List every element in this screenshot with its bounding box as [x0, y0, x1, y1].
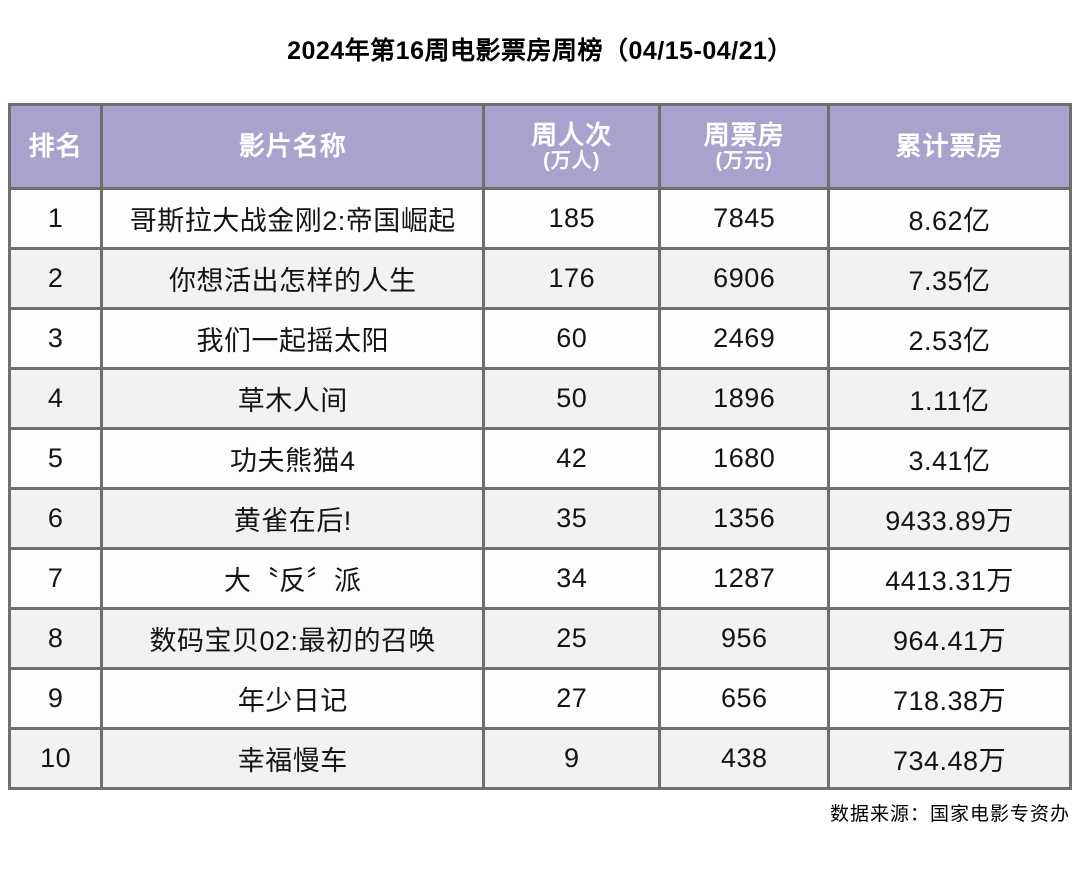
total-gross-cell: 3.41亿 [827, 427, 1072, 490]
table-row: 10 幸福慢车 9 438 734.48万 [7, 727, 1072, 790]
weekly-admissions-cell: 27 [482, 667, 662, 730]
rank-cell: 7 [7, 547, 104, 610]
weekly-gross-cell: 1356 [658, 487, 831, 550]
column-header-total-gross: 累计票房 [827, 103, 1072, 190]
weekly-gross-cell: 1680 [658, 427, 831, 490]
page-title: 2024年第16周电影票房周榜（04/15-04/21） [287, 37, 793, 65]
table-header: 排名 影片名称 周人次 (万人) 周票房 (万元) 累计票房 [7, 103, 1072, 190]
weekly-gross-cell: 7845 [658, 187, 831, 250]
weekly-gross-cell: 656 [658, 667, 831, 730]
box-office-table: 排名 影片名称 周人次 (万人) 周票房 (万元) 累计票房 [7, 103, 1072, 790]
weekly-gross-cell: 6906 [658, 247, 831, 310]
weekly-gross-cell: 1896 [658, 367, 831, 430]
rank-cell: 4 [7, 367, 104, 430]
rank-cell: 10 [7, 727, 104, 790]
weekly-admissions-cell: 176 [482, 247, 662, 310]
weekly-gross-cell: 438 [658, 727, 831, 790]
table-row: 6 黄雀在后! 35 1356 9433.89万 [7, 487, 1072, 550]
rank-cell: 5 [7, 427, 104, 490]
total-gross-cell: 7.35亿 [827, 247, 1072, 310]
weekly-admissions-cell: 50 [482, 367, 662, 430]
rank-cell: 3 [7, 307, 104, 370]
total-gross-cell: 1.11亿 [827, 367, 1072, 430]
movie-title-cell: 功夫熊猫4 [100, 427, 486, 490]
total-gross-cell: 964.41万 [827, 607, 1072, 670]
total-gross-cell: 2.53亿 [827, 307, 1072, 370]
movie-title-cell: 年少日记 [100, 667, 486, 730]
column-header-movie-title: 影片名称 [100, 103, 486, 190]
total-gross-cell: 4413.31万 [827, 547, 1072, 610]
column-label: 排名 [28, 130, 83, 161]
rank-cell: 6 [7, 487, 104, 550]
weekly-admissions-cell: 34 [482, 547, 662, 610]
movie-title-cell: 大〝反〞派 [100, 547, 486, 610]
table-row: 7 大〝反〞派 34 1287 4413.31万 [7, 547, 1072, 610]
weekly-admissions-cell: 60 [482, 307, 662, 370]
table-row: 3 我们一起摇太阳 60 2469 2.53亿 [7, 307, 1072, 370]
table-body: 1 哥斯拉大战金刚2:帝国崛起 185 7845 8.62亿 2 你想活出怎样的… [7, 187, 1072, 790]
weekly-gross-cell: 956 [658, 607, 831, 670]
table-row: 4 草木人间 50 1896 1.11亿 [7, 367, 1072, 430]
weekly-gross-cell: 2469 [658, 307, 831, 370]
rank-cell: 9 [7, 667, 104, 730]
weekly-admissions-cell: 9 [482, 727, 662, 790]
column-unit: (万人) [543, 150, 601, 173]
table-row: 9 年少日记 27 656 718.38万 [7, 667, 1072, 730]
data-source-note: 数据来源：国家电影专资办 [829, 804, 1070, 825]
total-gross-cell: 8.62亿 [827, 187, 1072, 250]
table-row: 5 功夫熊猫4 42 1680 3.41亿 [7, 427, 1072, 490]
table-header-row: 排名 影片名称 周人次 (万人) 周票房 (万元) 累计票房 [7, 103, 1072, 190]
table-row: 2 你想活出怎样的人生 176 6906 7.35亿 [7, 247, 1072, 310]
column-header-rank: 排名 [7, 103, 104, 190]
weekly-admissions-cell: 42 [482, 427, 662, 490]
column-label: 影片名称 [238, 130, 347, 161]
total-gross-cell: 9433.89万 [827, 487, 1072, 550]
rank-cell: 1 [7, 187, 104, 250]
movie-title-cell: 幸福慢车 [100, 727, 486, 790]
table-row: 8 数码宝贝02:最初的召唤 25 956 964.41万 [7, 607, 1072, 670]
movie-title-cell: 黄雀在后! [100, 487, 486, 550]
rank-cell: 8 [7, 607, 104, 670]
movie-title-cell: 你想活出怎样的人生 [100, 247, 486, 310]
table-row: 1 哥斯拉大战金刚2:帝国崛起 185 7845 8.62亿 [7, 187, 1072, 250]
column-label: 周人次 [531, 119, 613, 150]
weekly-admissions-cell: 25 [482, 607, 662, 670]
box-office-table-container: 排名 影片名称 周人次 (万人) 周票房 (万元) 累计票房 [7, 103, 1072, 790]
column-label: 周票房 [703, 119, 785, 150]
column-header-weekly-gross: 周票房 (万元) [658, 103, 831, 190]
column-label: 累计票房 [895, 130, 1004, 161]
movie-title-cell: 哥斯拉大战金刚2:帝国崛起 [100, 187, 486, 250]
column-header-weekly-admissions: 周人次 (万人) [482, 103, 662, 190]
weekly-admissions-cell: 185 [482, 187, 662, 250]
column-unit: (万元) [715, 150, 773, 173]
movie-title-cell: 数码宝贝02:最初的召唤 [100, 607, 486, 670]
movie-title-cell: 草木人间 [100, 367, 486, 430]
rank-cell: 2 [7, 247, 104, 310]
total-gross-cell: 718.38万 [827, 667, 1072, 730]
weekly-admissions-cell: 35 [482, 487, 662, 550]
total-gross-cell: 734.48万 [827, 727, 1072, 790]
movie-title-cell: 我们一起摇太阳 [100, 307, 486, 370]
weekly-gross-cell: 1287 [658, 547, 831, 610]
